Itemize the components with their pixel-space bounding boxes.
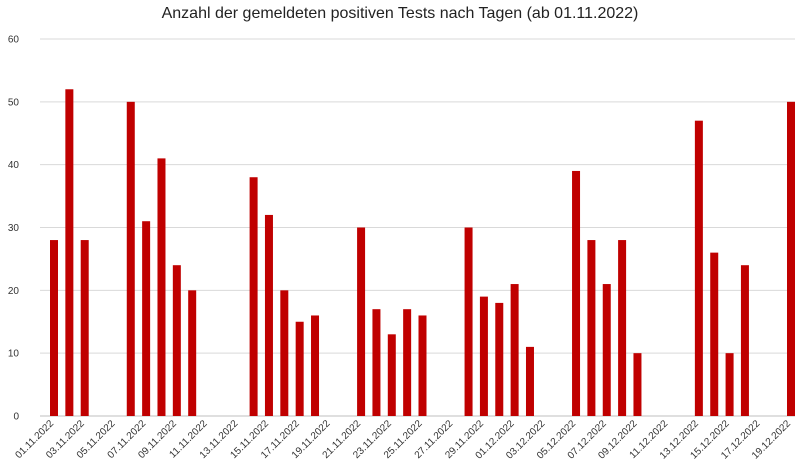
bar — [311, 315, 320, 416]
x-axis-ticks: 01.11.202203.11.202205.11.202207.11.2022… — [13, 418, 793, 461]
bar — [372, 309, 381, 416]
bar — [572, 170, 581, 416]
y-tick-label: 50 — [8, 97, 20, 108]
bar — [264, 214, 273, 416]
bar — [618, 240, 627, 416]
bar — [602, 284, 611, 416]
bar — [479, 296, 488, 416]
y-tick-label: 40 — [8, 160, 20, 171]
bar — [418, 315, 427, 416]
bar — [694, 120, 703, 416]
bar — [126, 101, 135, 416]
y-tick-label: 30 — [8, 223, 20, 234]
bar — [633, 353, 642, 416]
bar — [495, 302, 504, 416]
bar — [295, 321, 304, 416]
bar — [280, 290, 289, 416]
bar — [787, 101, 795, 416]
y-tick-label: 60 — [8, 35, 20, 46]
bar — [510, 284, 519, 416]
y-tick-label: 20 — [8, 286, 20, 297]
bar — [188, 290, 197, 416]
bar — [710, 252, 719, 416]
bars — [50, 89, 795, 417]
y-tick-label: 10 — [8, 349, 20, 360]
bar — [464, 227, 473, 416]
bar — [587, 240, 596, 416]
bar — [50, 240, 58, 416]
gridlines — [40, 38, 795, 417]
bar — [403, 309, 412, 416]
bar — [525, 346, 534, 416]
y-axis-ticks: 0 10 20 30 40 50 60 — [8, 35, 20, 423]
bar — [387, 334, 396, 416]
bar — [80, 240, 89, 416]
bar — [142, 221, 151, 416]
bar — [172, 265, 181, 416]
bar — [65, 89, 74, 417]
bar — [725, 353, 734, 416]
y-tick-label: 0 — [13, 412, 19, 423]
chart-title: Anzahl der gemeldeten positiven Tests na… — [161, 5, 639, 22]
bar — [740, 265, 749, 416]
bar — [357, 227, 366, 416]
bar — [249, 177, 258, 416]
bar — [157, 158, 166, 416]
